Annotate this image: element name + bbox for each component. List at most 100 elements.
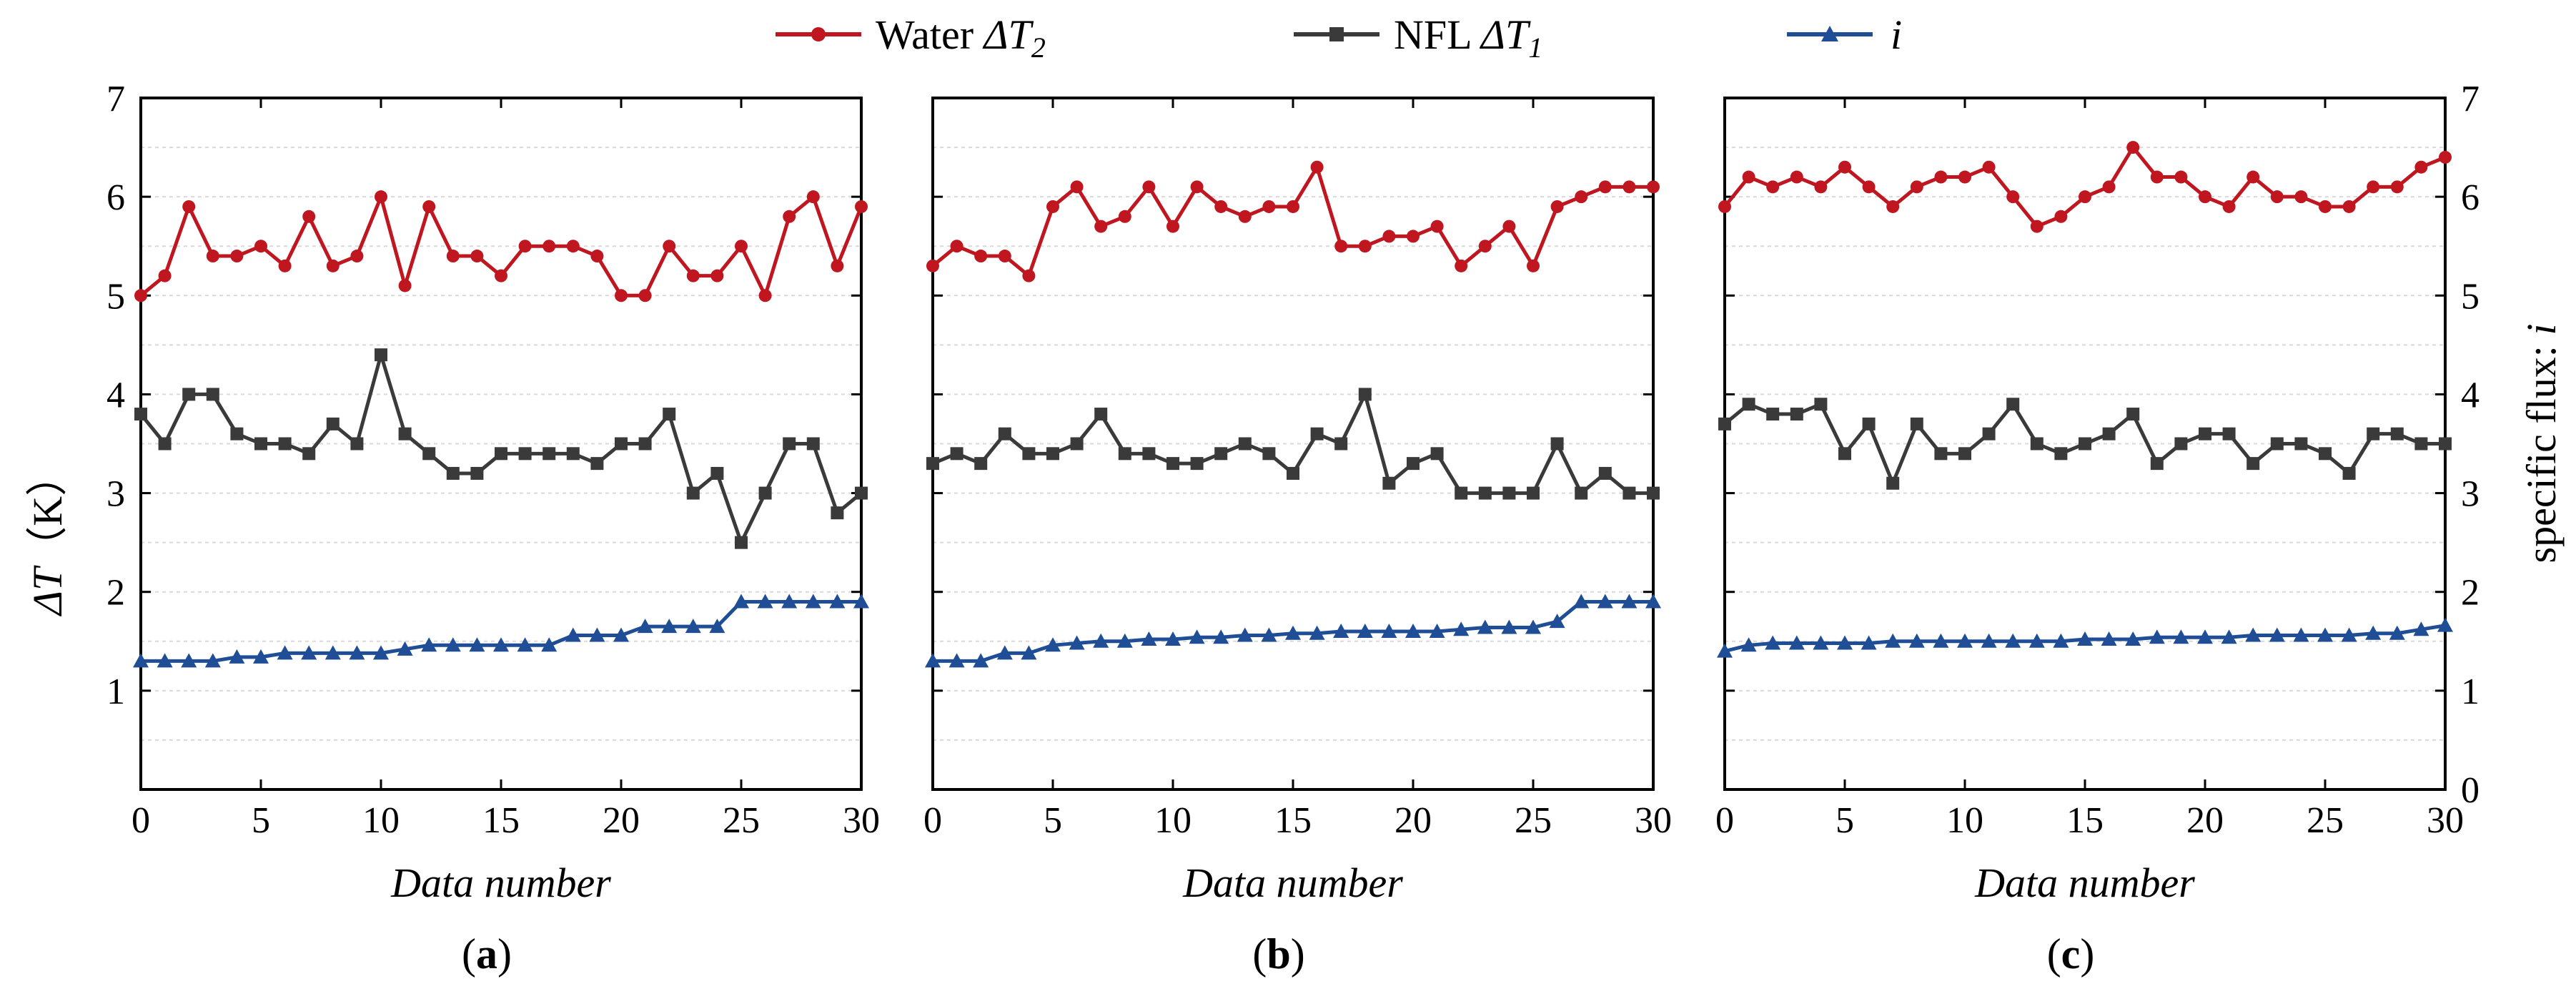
data-point-nfl	[926, 457, 939, 471]
data-point-nfl	[831, 506, 844, 520]
data-point-water	[1070, 180, 1084, 194]
legend-nfl-marker	[1329, 27, 1344, 41]
data-point-flux	[1837, 635, 1853, 650]
data-point-water	[1647, 180, 1660, 194]
data-point-water	[2174, 170, 2188, 184]
x-tick-label: 5	[252, 800, 270, 841]
y-tick-label-left: 7	[106, 79, 125, 119]
data-point-nfl	[230, 427, 244, 441]
data-point-flux	[1933, 633, 1949, 648]
data-point-flux	[2365, 625, 2382, 640]
data-point-water	[1550, 200, 1564, 213]
panel-label-letter: a	[476, 930, 497, 978]
data-point-flux	[757, 594, 773, 609]
legend-flux: i	[1787, 11, 1902, 58]
series-line-water	[931, 165, 1653, 278]
data-point-flux	[973, 653, 989, 668]
data-point-flux	[2173, 629, 2189, 644]
data-point-nfl	[1455, 486, 1468, 500]
data-point-nfl	[998, 427, 1011, 441]
data-point-nfl	[495, 447, 507, 461]
data-point-nfl	[950, 447, 963, 461]
data-point-nfl	[470, 466, 484, 480]
data-point-nfl	[398, 427, 412, 441]
series-water	[134, 190, 868, 302]
series-nfl	[926, 388, 1660, 500]
data-point-nfl	[1358, 388, 1372, 401]
y-tick-label-right: 3	[2461, 474, 2480, 515]
data-point-flux	[397, 641, 413, 656]
data-point-nfl	[446, 466, 460, 480]
data-point-flux	[1981, 633, 1997, 648]
data-point-water	[1575, 190, 1588, 204]
series-line-flux	[141, 600, 861, 663]
data-point-water	[1934, 170, 1948, 184]
data-point-nfl	[1382, 476, 1396, 490]
y-tick-label-right: 0	[2461, 770, 2480, 811]
series-flux	[133, 594, 869, 668]
data-point-nfl	[2006, 398, 2020, 411]
x-axis-title: Data number	[1182, 860, 1403, 906]
data-point-flux	[996, 645, 1013, 660]
data-point-nfl	[1262, 447, 1276, 461]
data-point-water	[1502, 220, 1516, 233]
y-tick-label-left: 2	[106, 573, 125, 614]
right-y-axis-title: specific flux: i	[2518, 323, 2565, 563]
data-point-nfl	[1598, 466, 1612, 480]
data-point-flux	[1573, 594, 1590, 609]
data-point-nfl	[1046, 447, 1059, 461]
data-point-water	[446, 250, 460, 263]
panel-label: (c)	[2047, 930, 2095, 978]
data-point-nfl	[1862, 417, 1876, 430]
data-point-nfl	[1575, 486, 1588, 500]
data-point-flux	[277, 645, 293, 660]
data-point-water	[1910, 180, 1923, 194]
data-point-water	[1623, 180, 1636, 194]
data-point-flux	[349, 645, 365, 660]
data-point-nfl	[422, 447, 436, 461]
data-point-water	[663, 240, 676, 253]
x-tick-label: 5	[1836, 800, 1854, 841]
data-point-flux	[1957, 633, 1973, 648]
data-point-nfl	[543, 447, 556, 461]
data-point-flux	[733, 594, 749, 609]
data-point-flux	[421, 637, 437, 652]
data-point-water	[1886, 200, 1900, 213]
series-nfl	[134, 348, 868, 549]
panel-label-letter: b	[1267, 930, 1290, 978]
series-water	[1718, 141, 2452, 233]
x-tick-label: 10	[1946, 800, 1983, 841]
x-tick-label: 20	[2186, 800, 2224, 841]
data-point-flux	[1141, 631, 1157, 646]
data-point-flux	[1813, 635, 1829, 650]
data-point-flux	[133, 653, 149, 668]
data-point-nfl	[1142, 447, 1156, 461]
data-point-water	[1238, 210, 1252, 223]
data-point-water	[926, 259, 939, 272]
data-point-water	[2199, 190, 2211, 204]
data-point-water	[758, 289, 772, 302]
data-point-flux	[1261, 627, 1277, 642]
data-point-nfl	[2414, 437, 2428, 451]
data-point-nfl	[1287, 466, 1299, 480]
panel-label: (a)	[462, 930, 512, 978]
data-point-nfl	[2150, 457, 2164, 471]
data-point-flux	[1717, 643, 1733, 658]
data-point-water	[495, 269, 507, 282]
data-point-flux	[1501, 619, 1517, 634]
data-point-nfl	[615, 437, 628, 451]
data-point-flux	[565, 627, 581, 642]
data-point-water	[831, 259, 844, 272]
data-point-flux	[805, 594, 821, 609]
legend-flux-label: i	[1891, 11, 1902, 58]
data-point-water	[2079, 190, 2091, 204]
data-point-water	[1478, 240, 1492, 253]
data-point-water	[2006, 190, 2020, 204]
data-point-flux	[853, 594, 869, 609]
data-point-flux	[1116, 633, 1133, 648]
legend-water-marker	[811, 27, 826, 41]
y-tick-label-left: 1	[106, 671, 125, 712]
y-tick-label-right: 6	[2461, 177, 2480, 218]
data-point-water	[950, 240, 963, 253]
data-point-nfl	[350, 437, 364, 451]
